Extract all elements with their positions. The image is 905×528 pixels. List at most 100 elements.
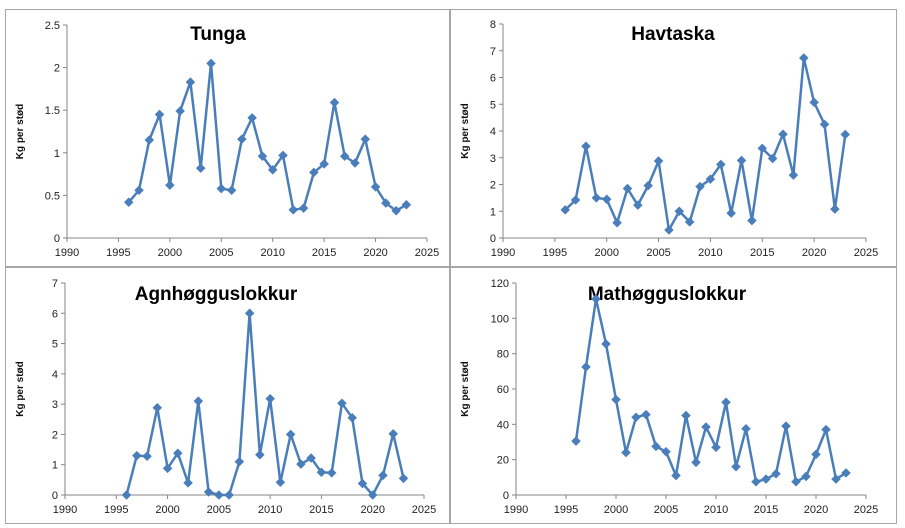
data-point	[162, 463, 173, 474]
data-point	[247, 113, 257, 123]
x-tick-label: 2000	[604, 504, 628, 516]
panel-mathogguslokkur: 0 20 40 60 80 100 120 1990 1995 2000 2005 2010 2015 2…	[450, 267, 897, 524]
data-point	[350, 158, 360, 168]
chart-title: Tunga	[190, 24, 246, 45]
y-tick-label: 6	[52, 308, 58, 320]
chart-tunga: 0 0.5 1 1.5 2 2.5 1990 1995 2000 2005 2010 2015 2020…	[15, 20, 439, 259]
data-point	[306, 453, 317, 463]
data-point	[611, 394, 621, 405]
data-point	[701, 422, 711, 432]
data-point	[224, 490, 234, 500]
x-tick-label: 2015	[750, 247, 774, 259]
data-point	[671, 470, 681, 481]
y-tick-label: 120	[491, 278, 509, 290]
data-point	[244, 308, 255, 319]
y-tick-label: 0	[54, 233, 60, 245]
data-point	[183, 478, 193, 488]
data-point	[788, 170, 799, 180]
y-tick-label: 6	[490, 73, 496, 85]
y-tick-label: 3	[490, 153, 496, 165]
data-point	[391, 205, 401, 216]
x-tick-label: 2000	[158, 247, 182, 259]
data-point	[357, 478, 368, 489]
chart-mathogguslokkur: 0 20 40 60 80 100 120 1990 1995 2000 2005 2010 2015 2…	[460, 278, 878, 516]
data-point	[288, 205, 299, 215]
data-point	[142, 451, 152, 462]
data-point	[601, 339, 611, 349]
data-point	[767, 153, 778, 164]
x-tick-label: 2000	[155, 504, 179, 516]
data-point	[267, 164, 278, 175]
data-point	[206, 58, 216, 69]
data-point	[778, 129, 788, 140]
data-point	[591, 294, 601, 304]
x-tick-label: 1995	[106, 247, 130, 259]
y-tick-label: 0.5	[45, 190, 60, 202]
x-tick-label: 2025	[854, 247, 878, 259]
data-point	[367, 490, 378, 500]
data-point	[203, 487, 214, 497]
data-point	[226, 185, 237, 196]
data-point	[175, 106, 185, 116]
data-point	[134, 185, 144, 196]
x-tick-label: 1995	[104, 504, 128, 516]
chart-havtaska: 0 1 2 3 4 5 6 7 8 1990 1995 2000 2005 2010 2015 2020 202…	[460, 19, 878, 259]
data-point	[326, 468, 337, 478]
y-tick-label: 8	[490, 19, 496, 31]
data-point	[123, 197, 134, 208]
data-point	[841, 468, 851, 478]
data-point	[840, 129, 851, 140]
data-point	[152, 402, 163, 413]
x-tick-label: 2025	[412, 504, 436, 516]
x-tick-label: 2000	[594, 247, 618, 259]
series-line	[564, 56, 847, 232]
x-tick-label: 2020	[363, 247, 387, 259]
data-point	[641, 409, 651, 420]
x-tick-label: 2015	[754, 504, 778, 516]
chart-agnhogguslokkur: 0 1 2 3 4 5 6 7 1990 1995 2000 2005 2010 2015 2020 2025…	[15, 278, 436, 516]
data-point	[705, 174, 716, 185]
y-tick-label: 1	[54, 148, 60, 160]
x-tick-label: 1990	[53, 504, 77, 516]
x-tick-label: 2015	[312, 247, 336, 259]
data-point	[801, 471, 811, 482]
x-tick-label: 2020	[804, 504, 828, 516]
data-point	[131, 450, 142, 461]
x-tick-label: 2025	[415, 247, 439, 259]
x-tick-label: 2025	[854, 504, 878, 516]
data-point	[237, 134, 247, 145]
data-point	[821, 424, 831, 435]
y-axis-label: Kg per stød	[15, 361, 26, 417]
x-tick-label: 1990	[491, 247, 515, 259]
panel-agnhogguslokkur: 0 1 2 3 4 5 6 7 1990 1995 2000 2005 2010 2015 2020 2025…	[5, 267, 450, 524]
data-point	[339, 151, 350, 162]
x-tick-label: 2010	[704, 504, 728, 516]
y-tick-label: 0	[503, 490, 509, 502]
data-point	[571, 436, 581, 446]
chart-title: Mathøgguslokkur	[588, 284, 747, 305]
data-point	[378, 470, 388, 481]
data-point	[726, 208, 737, 218]
data-point	[591, 193, 602, 203]
x-tick-label: 2005	[654, 504, 678, 516]
y-tick-label: 4	[490, 126, 496, 138]
data-point	[747, 215, 757, 226]
x-tick-label: 1990	[55, 247, 79, 259]
data-point	[154, 109, 165, 120]
data-point	[715, 159, 726, 170]
data-point	[165, 180, 175, 191]
panel-tunga: 0 0.5 1 1.5 2 2.5 1990 1995 2000 2005 2010 2015 2020…	[5, 9, 450, 267]
data-point	[771, 468, 781, 479]
series-line	[127, 62, 408, 212]
x-tick-label: 2015	[309, 504, 333, 516]
y-axis-label: Kg per stød	[15, 104, 26, 160]
data-point	[632, 200, 643, 210]
x-tick-label: 2005	[209, 247, 233, 259]
data-point	[234, 456, 245, 467]
x-tick-label: 2005	[207, 504, 231, 516]
data-point	[819, 119, 830, 130]
data-point	[809, 97, 819, 108]
data-point	[612, 217, 622, 228]
y-tick-label: 20	[497, 455, 509, 467]
data-point	[298, 203, 309, 214]
